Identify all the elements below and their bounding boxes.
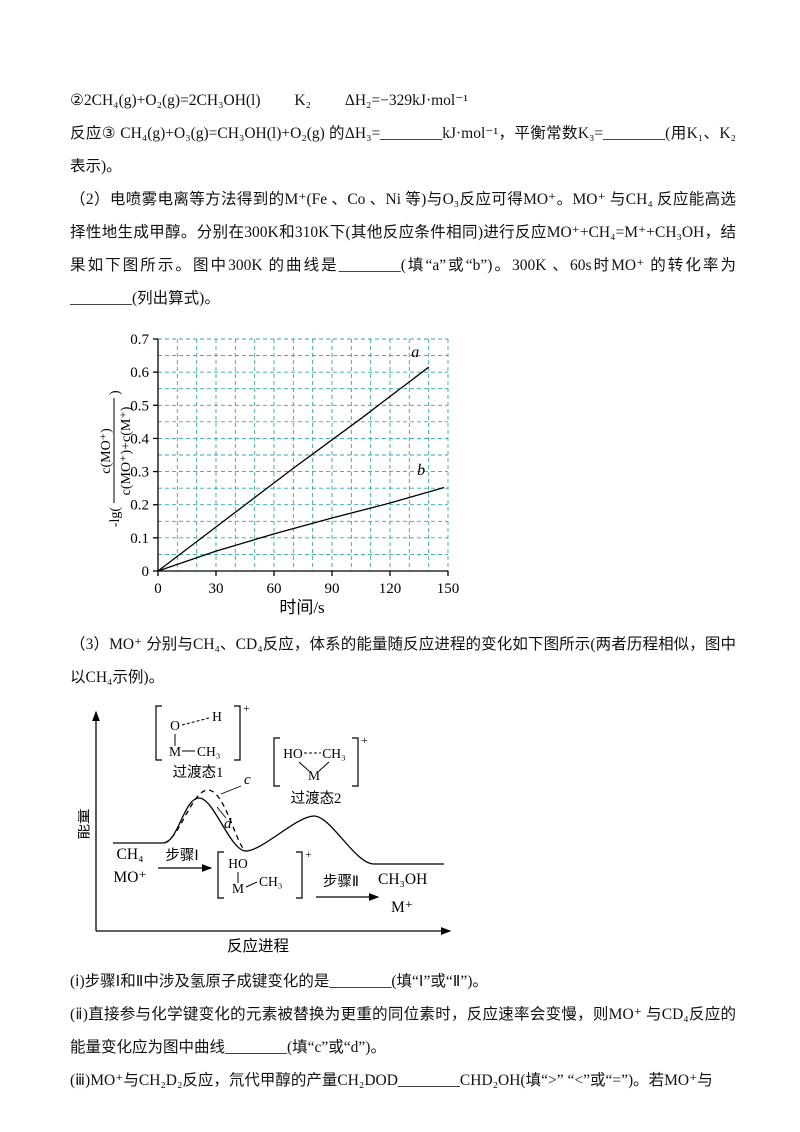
left-bracket [217, 851, 224, 899]
chart-gridlines [157, 338, 449, 572]
series-line-b [157, 486, 445, 572]
curve-label-c: c [244, 772, 251, 788]
group-ch3: CH₃ [197, 744, 221, 759]
curve-c-leader [220, 785, 242, 795]
chart-tick-labels: 0 30 60 90 120 150 0 0.1 0.2 0.3 0.4 0.5 0.6 0.7 [130, 332, 459, 597]
transition-state-2-structure: + HO CH₃ M [273, 733, 368, 787]
step-1-label: 步骤Ⅰ [165, 847, 198, 864]
group-ch3: CH₃ [322, 746, 346, 761]
y-tick-label: 0.7 [130, 332, 149, 348]
group-ho: HO [283, 746, 303, 761]
ylabel-prefix: -lg( [108, 507, 123, 528]
right-bracket [352, 737, 359, 787]
equation-2-line: ②2CH₄(g)+O₂(g)=2CH₃OH(l) K₂ ΔH₂=−329kJ·m… [70, 84, 736, 117]
curve-label-d: d [224, 816, 232, 832]
chart-series-lines: ab [157, 344, 445, 572]
y-tick-label: 0.6 [130, 365, 149, 381]
x-axis-label: 时间/s [279, 598, 324, 617]
ylabel-numerator: c(MO⁺) [99, 428, 114, 474]
product-m-label: M⁺ [391, 899, 413, 916]
x-tick-label: 60 [267, 581, 282, 597]
question-2-text: （2）电喷雾电离等方法得到的M⁺(Fe 、Co 、Ni 等)与O₃反应可得MO⁺… [70, 191, 736, 307]
ylabel-suffix: ) [108, 390, 123, 395]
reaction-3-line: 反应③ CH₄(g)+O₃(g)=CH₃OH(l)+O₂(g) 的ΔH₃=___… [70, 117, 736, 183]
y-tick-label: 0.3 [130, 465, 149, 481]
y-tick-label: 0.4 [130, 431, 149, 447]
y-tick-label: 0.2 [130, 498, 149, 514]
left-bracket [155, 705, 162, 761]
bond-m-ho [298, 761, 310, 772]
reactant-mo-label: MO⁺ [113, 869, 146, 886]
step-2-label: 步骤Ⅱ [323, 873, 359, 890]
x-tick-label: 30 [209, 581, 224, 597]
reaction-3-prefix: 反应③ [70, 125, 117, 142]
equation-2-enthalpy: ΔH₂=−329kJ·mol⁻¹ [344, 92, 469, 109]
y-tick-label: 0 [142, 564, 150, 580]
sub-question-i: (ⅰ)步骤Ⅰ和Ⅱ中涉及氢原子成键变化的是________(填“Ⅰ”或“Ⅱ”)。 [70, 973, 488, 990]
dashed-energy-curve-c [163, 789, 247, 852]
left-bracket [273, 737, 280, 787]
energy-diagram: 能量 反应进程 c d CH₄ MO⁺ + O H M [74, 696, 736, 963]
y-tick-label: 0.1 [130, 531, 149, 547]
bond-m-ch3 [245, 881, 258, 888]
charge-plus: + [243, 701, 250, 715]
atom-m: M [232, 881, 244, 896]
charge-plus: + [361, 733, 368, 747]
question-3-text: （3）MO⁺ 分别与CH₄、CD₄反应，体系的能量随反应进程的变化如下图所示(两… [70, 636, 736, 686]
bond-m-ch3 [318, 761, 330, 772]
product-ch3oh-label: CH₃OH [378, 871, 427, 888]
y-axis-label: -lg( c(MO⁺) c(MO⁺)+c(M⁺) ) [99, 390, 134, 527]
right-bracket [296, 851, 303, 899]
charge-plus: + [305, 847, 312, 861]
energy-diagram-svg: 能量 反应进程 c d CH₄ MO⁺ + O H M [74, 701, 452, 955]
y-tick-label: 0.5 [130, 398, 149, 414]
intermediate-structure: + HO M CH₃ [217, 847, 312, 899]
sub-question-ii: (ⅱ)直接参与化学键变化的元素被替换为更重的同位素时，反应速率会变慢，则MO⁺ … [70, 1006, 736, 1056]
solid-energy-curve-d [113, 797, 444, 865]
equation-2-constant: K₂ [294, 92, 311, 109]
x-tick-label: 0 [154, 581, 162, 597]
x-tick-label: 90 [325, 581, 340, 597]
curve-d-leader [216, 806, 227, 819]
sub-question-iii: (ⅲ)MO⁺与CH₂D₂反应，氘代甲醇的产量CH₂DOD________CHD₂… [70, 1072, 713, 1089]
series-label-b: b [417, 462, 425, 479]
atom-o: O [170, 718, 180, 733]
reaction-3-question: 的ΔH₃=________kJ·mol⁻¹，平衡常数K₃=________(用K… [70, 125, 737, 175]
atom-m: M [308, 768, 320, 783]
partial-bond-o-h [181, 717, 210, 726]
atom-h: H [212, 709, 222, 724]
energy-axis-label: 能量 [78, 808, 92, 839]
progress-axis-label: 反应进程 [227, 936, 289, 955]
x-tick-label: 150 [437, 581, 460, 597]
ylabel-denominator: c(MO⁺)+c(M⁺) [119, 406, 134, 495]
group-ch3: CH₃ [259, 874, 283, 889]
transition-state-2-label: 过渡态2 [291, 790, 342, 807]
atom-m: M [169, 744, 181, 759]
right-bracket [234, 705, 241, 761]
group-ho: HO [228, 856, 248, 871]
chart-axes [157, 339, 448, 572]
transition-state-1-structure: + O H M CH₃ [155, 701, 250, 761]
x-tick-label: 120 [379, 581, 402, 597]
series-line-a [157, 366, 430, 572]
equation-2-formula: ②2CH₄(g)+O₂(g)=2CH₃OH(l) [70, 92, 261, 109]
transition-state-1-label: 过渡态1 [173, 764, 224, 781]
reaction-3-formula: CH₄(g)+O₃(g)=CH₃OH(l)+O₂(g) [120, 125, 325, 142]
series-label-a: a [411, 344, 419, 361]
reactant-ch4-label: CH₄ [117, 846, 144, 863]
